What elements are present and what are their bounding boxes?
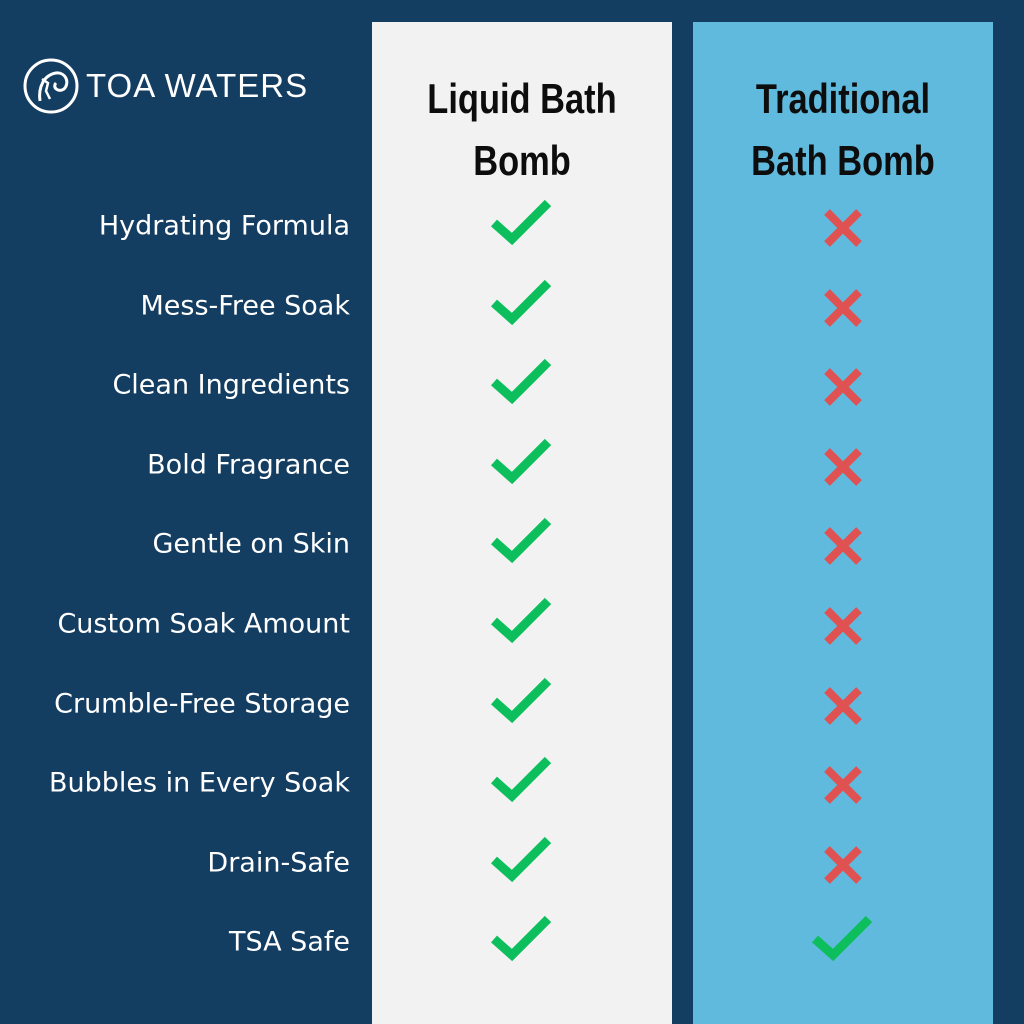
traditional-bath-bomb-column: Traditional Bath Bomb xyxy=(693,22,993,1024)
feature-label: Drain-Safe xyxy=(207,847,350,879)
liquid-check-icon xyxy=(490,675,554,729)
traditional-cross-icon xyxy=(823,845,863,889)
feature-label: Clean Ingredients xyxy=(112,369,350,401)
liquid-check-icon xyxy=(490,595,554,649)
liquid-column-title: Liquid Bath Bomb xyxy=(427,75,617,184)
liquid-check-icon xyxy=(490,515,554,569)
liquid-check-icon xyxy=(490,834,554,888)
traditional-cross-icon xyxy=(823,765,863,809)
liquid-check-icon xyxy=(490,197,554,251)
ram-emblem-icon xyxy=(23,58,79,114)
liquid-check-icon xyxy=(490,913,554,967)
feature-label: TSA Safe xyxy=(229,926,350,958)
traditional-cross-icon xyxy=(823,208,863,252)
brand-logo: TOA WATERS xyxy=(22,57,308,115)
liquid-check-icon xyxy=(490,356,554,410)
feature-label: Bubbles in Every Soak xyxy=(48,767,350,799)
feature-label: Gentle on Skin xyxy=(152,528,350,560)
traditional-cross-icon xyxy=(823,686,863,730)
liquid-check-icon xyxy=(490,277,554,331)
traditional-cross-icon xyxy=(823,606,863,650)
liquid-bath-bomb-column: Liquid Bath Bomb xyxy=(372,22,672,1024)
traditional-check-icon xyxy=(811,913,875,967)
liquid-check-icon xyxy=(490,436,554,490)
traditional-cross-icon xyxy=(823,367,863,411)
feature-label: Hydrating Formula xyxy=(98,210,350,242)
traditional-cross-icon xyxy=(823,288,863,332)
feature-label: Custom Soak Amount xyxy=(57,608,350,640)
feature-label: Bold Fragrance xyxy=(147,449,350,481)
liquid-check-icon xyxy=(490,754,554,808)
traditional-cross-icon xyxy=(823,447,863,491)
feature-label: Mess-Free Soak xyxy=(140,290,350,322)
traditional-cross-icon xyxy=(823,526,863,570)
feature-label: Crumble-Free Storage xyxy=(54,688,350,720)
brand-name: TOA WATERS xyxy=(86,67,309,104)
traditional-column-title: Traditional Bath Bomb xyxy=(751,75,935,184)
